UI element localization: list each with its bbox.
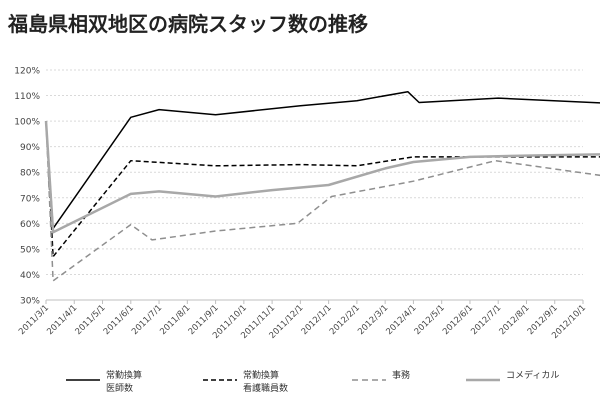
series-line: [45, 121, 600, 258]
y-tick-label: 70%: [20, 194, 40, 204]
legend-swatch: [203, 379, 237, 381]
x-tick-labels: 2011/3/12011/4/12011/5/12011/6/12011/7/1…: [17, 300, 588, 341]
series-line: [45, 121, 600, 282]
grid-lines: [46, 69, 583, 275]
y-tick-label: 100%: [14, 118, 40, 128]
legend-swatch: [66, 379, 100, 381]
y-tick-labels: 30% 40% 50% 60% 70% 80% 90% 100% 110% 120%: [14, 67, 40, 307]
chart-title: 福島県相双地区の病院スタッフ数の推移: [8, 12, 368, 36]
legend-label: 常勤換算 看護職員数: [243, 371, 289, 394]
legend: 常勤換算 医師数 常勤換算 看護職員数 事務 コメディカル: [0, 370, 600, 400]
y-tick-label: 80%: [20, 169, 40, 179]
y-tick-label: 120%: [14, 67, 40, 77]
y-tick-label: 60%: [20, 220, 40, 230]
y-tick-label: 40%: [20, 271, 40, 281]
legend-label: 事務: [392, 371, 411, 381]
y-tick-label: 90%: [20, 143, 40, 153]
y-tick-label: 110%: [14, 92, 40, 102]
y-tick-label: 30%: [20, 297, 40, 307]
legend-label: 常勤換算 医師数: [106, 371, 143, 394]
series-line: [45, 90, 600, 230]
series-line: [44, 121, 600, 234]
series-lines: [44, 90, 600, 282]
legend-label: コメディカル: [506, 371, 560, 381]
y-tick-label: 50%: [20, 245, 40, 255]
line-chart: 30% 40% 50% 60% 70% 80% 90% 100% 110% 120% 2011/3…: [14, 67, 600, 341]
legend-swatch: [466, 378, 500, 382]
legend-swatch: [352, 379, 386, 381]
